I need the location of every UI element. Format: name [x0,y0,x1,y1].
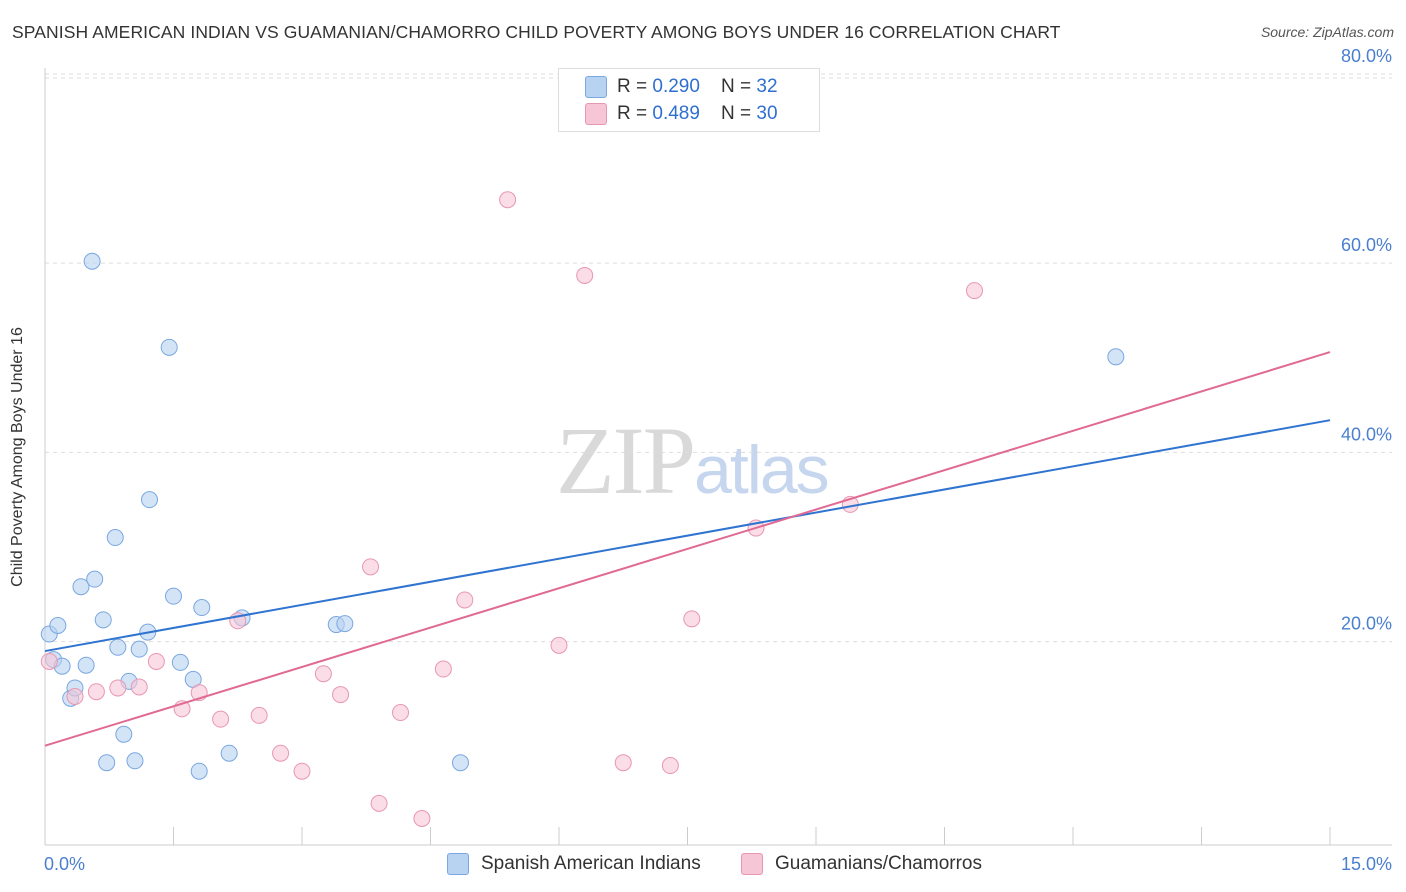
data-point-series2 [212,710,230,728]
data-point-series1 [451,754,469,772]
watermark: ZIPatlas [556,405,830,516]
y-tick-label: 40.0% [1341,424,1392,444]
data-point-series1 [141,491,159,509]
legend-n-label: N = [721,103,757,124]
data-point-series1 [130,640,148,658]
data-point-series2 [109,679,127,697]
data-point-series1 [77,656,95,674]
data-point-series2 [456,591,474,609]
data-point-series1 [220,744,238,762]
data-point-series2 [314,665,332,683]
bottom-legend-series2: Guamanians/Chamorros [741,851,982,877]
data-point-series1 [126,752,144,770]
data-point-series2 [362,558,380,576]
bottom-legend-swatch-series1 [447,853,469,875]
data-point-series2 [66,687,84,705]
data-point-series2 [293,762,311,780]
trend-line-series2 [44,351,1331,747]
source-label: Source: ZipAtlas.com [1260,24,1394,40]
data-point-series1 [165,587,182,605]
y-axis-label: Child Poverty Among Boys Under 16 [9,327,26,587]
data-point-series1 [115,725,133,743]
y-tick-label: 60.0% [1341,235,1392,255]
legend-text-series2: R = 0.489 N = 30 [617,103,778,125]
data-point-series2 [40,652,58,670]
legend-r-label: R = [617,103,653,124]
data-point-series2 [550,636,568,654]
data-point-series1 [171,653,189,671]
legend-r-label: R = [617,76,653,97]
bottom-legend-label-series2: Guamanians/Chamorros [775,853,982,874]
legend-n-value: 32 [756,76,778,97]
watermark-zip: ZIP [556,407,696,514]
legend-text-series1: R = 0.290 N = 32 [617,76,778,98]
watermark-atlas: atlas [694,432,830,508]
data-point-series1 [193,599,211,617]
data-point-series2 [392,704,410,722]
data-point-series2 [130,678,148,696]
legend-n-value: 30 [756,103,778,124]
bottom-legend-swatch-series2 [741,853,763,875]
legend-swatch-series2 [585,103,607,125]
y-tick-label: 80.0% [1341,46,1392,66]
legend-n-label: N = [721,76,757,97]
bottom-legend-label-series1: Spanish American Indians [481,853,701,874]
data-point-series2 [499,191,517,209]
legend-r-value: 0.290 [652,76,700,97]
legend-swatch-series1 [585,76,607,98]
data-point-series2 [576,266,594,284]
data-point-series2 [332,686,350,704]
data-point-series2 [683,610,701,628]
data-point-series1 [94,611,112,629]
bottom-legend-series1: Spanish American Indians [447,851,701,877]
data-point-series2 [614,754,632,772]
data-point-series2 [370,794,388,812]
correlation-legend: R = 0.290 N = 32 R = 0.489 N = 30 [558,68,820,132]
x-tick-label-max: 15.0% [1341,854,1392,874]
data-point-series1 [106,529,124,547]
data-point-series2 [147,652,165,670]
data-point-series1 [1107,348,1125,366]
data-point-series1 [336,615,354,633]
data-point-series2 [250,706,268,724]
data-point-series2 [965,282,983,300]
data-point-series2 [87,683,105,701]
data-point-series1 [98,754,116,772]
data-point-series1 [86,570,104,588]
data-point-series2 [272,744,290,762]
data-point-series2 [413,810,431,828]
data-point-series1 [109,638,127,656]
chart-title: SPANISH AMERICAN INDIAN VS GUAMANIAN/CHA… [12,22,1061,42]
data-point-series1 [72,578,90,596]
data-point-series2 [434,660,452,678]
data-point-series2 [661,757,679,775]
data-point-series1 [83,252,101,270]
data-point-series1 [160,338,178,356]
data-point-series1 [190,762,208,780]
data-point-series1 [49,617,67,635]
y-tick-label: 20.0% [1341,614,1392,634]
legend-r-value: 0.489 [652,103,700,124]
trend-line-series1 [44,419,1331,653]
x-tick-label-min: 0.0% [44,854,85,874]
